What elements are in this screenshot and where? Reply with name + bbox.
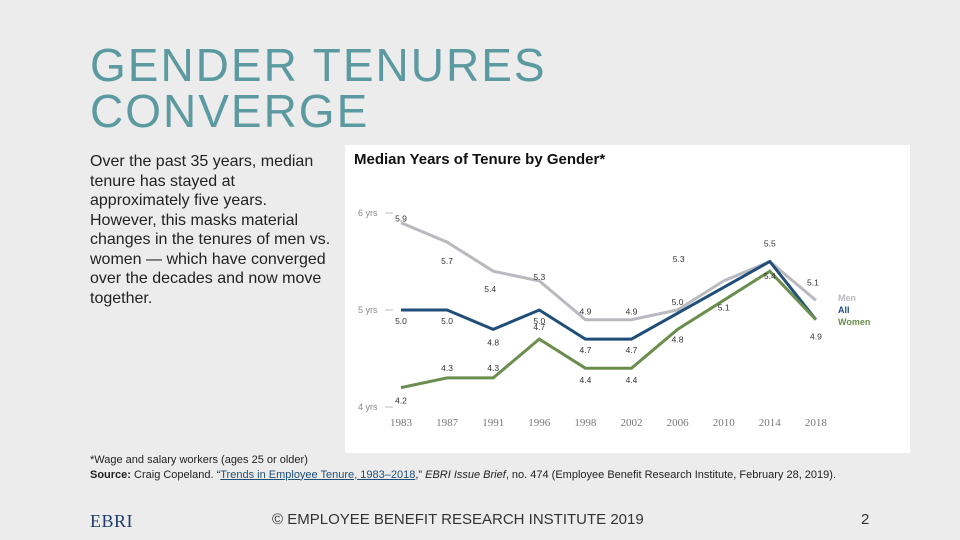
all-data-label: 4.9 xyxy=(810,332,822,342)
legend-men: Men xyxy=(838,293,856,303)
men-data-label: 5.4 xyxy=(484,284,496,294)
x-tick-label: 2014 xyxy=(759,417,782,429)
x-tick-label: 2010 xyxy=(713,417,736,429)
source-details: , no. 474 (Employee Benefit Research Ins… xyxy=(505,468,836,481)
x-tick-label: 1998 xyxy=(574,417,597,429)
women-data-label: 4.4 xyxy=(626,375,638,385)
chart-title: Median Years of Tenure by Gender* xyxy=(354,151,606,168)
men-data-label: 5.9 xyxy=(395,214,407,224)
men-data-label: 5.3 xyxy=(533,272,545,282)
men-data-label: 5.5 xyxy=(764,239,776,249)
body-paragraph: Over the past 35 years, median tenure ha… xyxy=(90,153,331,307)
legend-women: Women xyxy=(838,317,870,327)
men-series-line xyxy=(400,221,817,322)
slide-title-line-1: GENDER TENURES xyxy=(90,39,547,91)
men-data-label: 4.9 xyxy=(626,307,638,317)
chart-panel: Median Years of Tenure by Gender* 6 yrs 5… xyxy=(345,145,910,453)
y-tick-label: 4 yrs xyxy=(358,402,378,412)
women-data-label: 4.7 xyxy=(533,322,545,332)
footnote: *Wage and salary workers (ages 25 or old… xyxy=(90,453,880,482)
all-series-line xyxy=(401,259,818,341)
women-data-label: 5.1 xyxy=(718,302,730,312)
women-data-label: 5.4 xyxy=(764,271,776,281)
y-tick-label: 5 yrs xyxy=(358,305,378,315)
tenure-line-chart: 6 yrs 5 yrs 4 yrs 1983 1987 1991 1996 1998 2002 2… xyxy=(358,208,870,429)
x-tick-label: 2018 xyxy=(805,417,828,429)
footnote-note: *Wage and salary workers (ages 25 or old… xyxy=(90,454,308,466)
x-tick-label: 1983 xyxy=(390,417,413,429)
x-tick-label: 1996 xyxy=(528,417,551,429)
women-data-label: 4.3 xyxy=(441,363,453,373)
footnote-source: Source: Craig Copeland. “Trends in Emplo… xyxy=(90,468,880,483)
source-link[interactable]: Trends in Employee Tenure, 1983–2018 xyxy=(220,468,416,481)
all-data-label: 4.7 xyxy=(579,345,591,355)
women-data-label: 4.8 xyxy=(672,334,684,344)
copyright-text: © EMPLOYEE BENEFIT RESEARCH INSTITUTE 20… xyxy=(272,511,644,528)
x-tick-label: 2002 xyxy=(621,417,643,429)
slide-title: GENDER TENURES CONVERGE xyxy=(90,42,690,134)
y-tick-label: 6 yrs xyxy=(358,208,378,218)
all-data-label: 5.0 xyxy=(441,316,453,326)
men-data-label: 5.7 xyxy=(441,256,453,266)
all-data-label: 4.7 xyxy=(626,345,638,355)
x-tick-label: 2006 xyxy=(667,417,690,429)
slide-title-line-2: CONVERGE xyxy=(90,85,370,137)
all-data-label: 5.0 xyxy=(395,316,407,326)
men-data-label: 5.3 xyxy=(673,254,685,264)
all-data-label: 5.0 xyxy=(533,316,545,326)
women-data-label: 4.2 xyxy=(395,396,407,406)
women-data-label: 4.3 xyxy=(487,363,499,373)
legend-all: All xyxy=(838,305,850,315)
source-label: Source: xyxy=(90,468,131,481)
page-number: 2 xyxy=(861,511,870,528)
men-data-label: 4.9 xyxy=(579,307,591,317)
women-series-line xyxy=(400,269,817,390)
x-tick-label: 1987 xyxy=(436,417,459,429)
women-data-label: 4.4 xyxy=(579,375,591,385)
men-data-label: 5.1 xyxy=(807,277,819,287)
x-tick-label: 1991 xyxy=(482,417,504,429)
ebri-logo: EBRI xyxy=(90,511,134,531)
men-data-label: 5.0 xyxy=(672,297,684,307)
source-author: Craig Copeland. “ xyxy=(130,468,221,481)
all-data-label: 4.8 xyxy=(487,337,499,347)
source-journal: EBRI Issue Brief xyxy=(425,468,506,481)
source-separator: ,” xyxy=(415,468,426,481)
